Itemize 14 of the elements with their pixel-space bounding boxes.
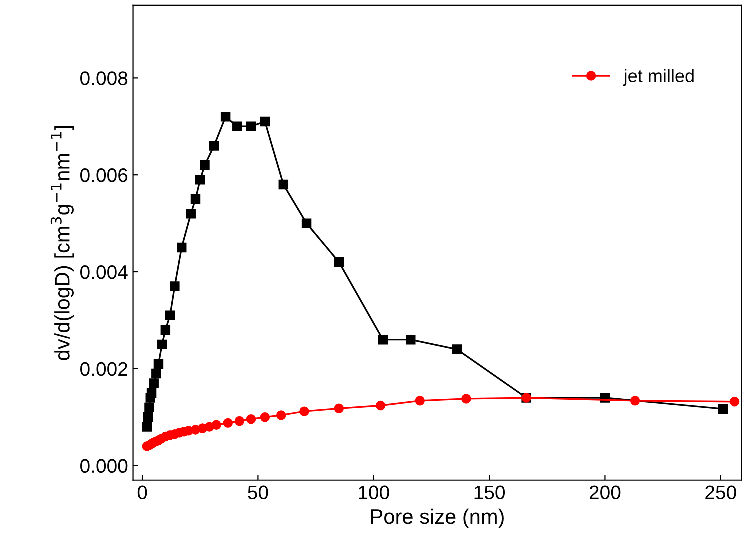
y-tick-label: 0.006 — [80, 168, 128, 182]
x-axis-title: Pore size (nm) — [371, 508, 504, 528]
x-tick-label: 150 — [474, 486, 506, 500]
y-tick-label: 0.002 — [80, 362, 128, 376]
x-tick-label: 200 — [590, 486, 621, 500]
legend-label: jet milled — [623, 69, 694, 86]
y-tick-label: 0.004 — [80, 265, 128, 280]
y-axis-title: dv/d(logD) [cm$^{3}$g$^{−1}$nm$^{−1}$] — [50, 126, 74, 360]
y-tick-label: 0.000 — [80, 459, 128, 474]
x-tick-label: 0 — [138, 486, 148, 500]
y-tick-label: 0.008 — [80, 72, 128, 86]
x-tick-label: 50 — [248, 486, 268, 500]
x-tick-label: 250 — [706, 486, 736, 500]
x-tick-label: 100 — [359, 486, 390, 500]
